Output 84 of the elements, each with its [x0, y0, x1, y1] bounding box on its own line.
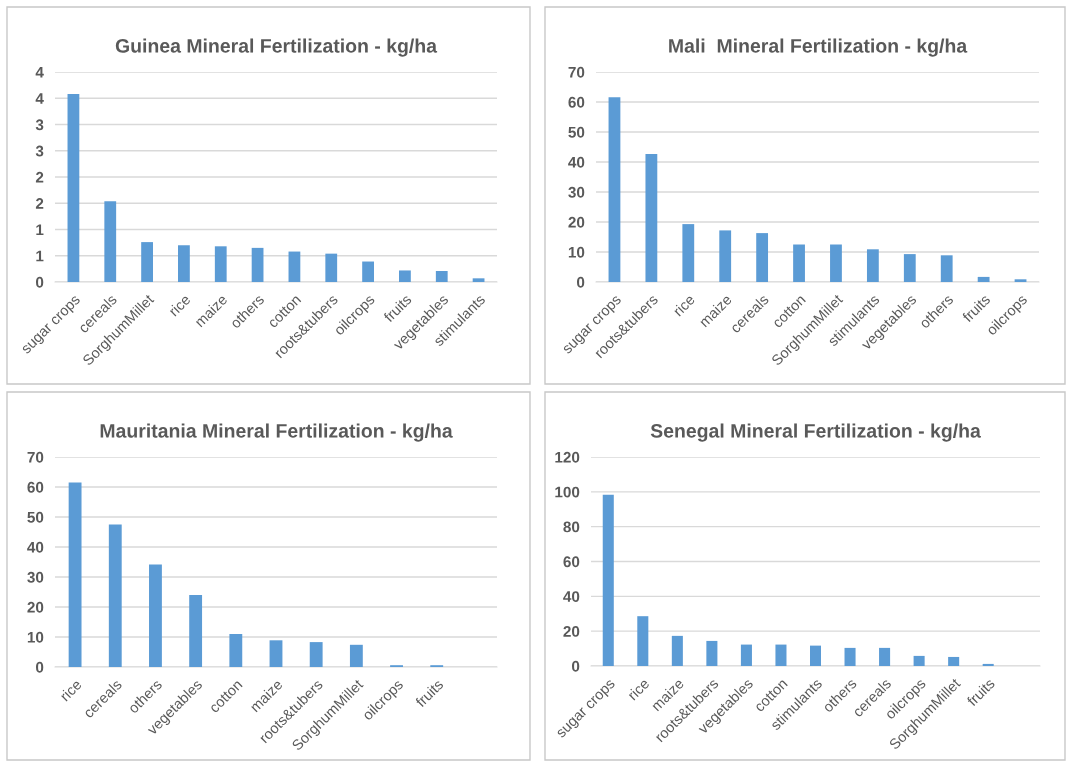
- bar: [288, 251, 301, 282]
- y-tick-label: 80: [563, 521, 580, 533]
- bar: [399, 270, 411, 282]
- bar: [149, 564, 162, 667]
- bar: [189, 595, 203, 667]
- y-tick-label: 30: [568, 186, 585, 198]
- y-tick-label: 120: [555, 451, 580, 463]
- bar: [229, 634, 243, 667]
- bar: [349, 644, 363, 667]
- bar: [645, 153, 658, 282]
- y-tick-label: 20: [568, 216, 585, 228]
- bar: [309, 642, 323, 667]
- y-tick-label: 60: [27, 481, 44, 493]
- y-tick-label: 70: [27, 451, 44, 463]
- bar: [1014, 279, 1027, 282]
- bar: [67, 94, 80, 282]
- y-tick-label: 100: [555, 486, 580, 498]
- y-tick-label: 1: [36, 250, 44, 262]
- y-tick-label: 20: [563, 626, 580, 637]
- y-tick-label: 70: [568, 66, 585, 78]
- bar: [682, 224, 695, 282]
- y-tick-label: 40: [27, 541, 44, 553]
- bar: [903, 254, 916, 282]
- y-tick-label: 4: [35, 67, 44, 78]
- bar: [866, 249, 879, 282]
- x-tick-label: rice: [167, 293, 192, 317]
- x-tick-label: rice: [672, 293, 696, 317]
- bar: [104, 201, 117, 282]
- chart-title: Guinea Mineral Fertilization - kg/ha: [115, 38, 438, 57]
- y-tick-label: 0: [572, 660, 580, 672]
- bar: [913, 655, 925, 666]
- y-tick-label: 0: [577, 276, 585, 288]
- y-tick-label: 50: [568, 126, 585, 138]
- chart-title: Mauritania Mineral Fertilization - kg/ha: [100, 423, 453, 442]
- y-tick-label: 50: [27, 511, 44, 523]
- y-tick-label: 0: [36, 276, 44, 288]
- bar: [793, 244, 805, 282]
- x-tick-label: rice: [626, 677, 650, 701]
- bar: [214, 246, 227, 282]
- bar: [740, 644, 752, 666]
- y-tick-label: 10: [27, 631, 44, 643]
- y-tick-label: 30: [27, 571, 44, 583]
- bar: [982, 663, 994, 666]
- bar: [325, 253, 338, 282]
- y-tick-label: 3: [35, 145, 44, 157]
- y-tick-label: 10: [568, 246, 585, 258]
- bar: [977, 276, 990, 282]
- y-tick-label: 60: [563, 556, 580, 568]
- x-tick-label: rice: [59, 678, 83, 702]
- bar: [948, 656, 960, 666]
- bar: [269, 640, 283, 667]
- bar: [830, 244, 842, 282]
- bar: [435, 270, 448, 282]
- y-tick-label: 1: [36, 224, 44, 236]
- bar: [706, 640, 718, 666]
- bar: [68, 482, 82, 667]
- bar: [472, 278, 485, 282]
- bar: [178, 245, 190, 282]
- y-tick-label: 3: [35, 119, 44, 131]
- bar: [251, 247, 264, 282]
- chart-title: Mali Mineral Fertilization - kg/ha: [669, 38, 968, 57]
- bar: [671, 635, 683, 666]
- bar: [879, 647, 891, 666]
- bar: [756, 233, 769, 282]
- y-tick-label: 20: [27, 601, 44, 613]
- chart-title: Senegal Mineral Fertilization - kg/ha: [650, 423, 981, 442]
- bar: [602, 494, 614, 666]
- bar: [775, 644, 787, 666]
- y-tick-label: 4: [35, 93, 44, 104]
- bar: [141, 242, 153, 282]
- bar: [637, 616, 649, 666]
- bar: [608, 97, 621, 282]
- y-tick-label: 0: [36, 661, 44, 673]
- y-tick-label: 40: [568, 156, 585, 168]
- bar: [719, 230, 732, 282]
- bar: [940, 255, 953, 282]
- y-tick-label: 60: [568, 96, 585, 108]
- bar: [108, 524, 122, 667]
- bar: [362, 261, 374, 282]
- bar: [809, 645, 822, 666]
- y-tick-label: 40: [563, 591, 580, 603]
- bar: [844, 647, 856, 666]
- y-tick-label: 2: [35, 198, 44, 209]
- y-tick-label: 2: [35, 171, 44, 183]
